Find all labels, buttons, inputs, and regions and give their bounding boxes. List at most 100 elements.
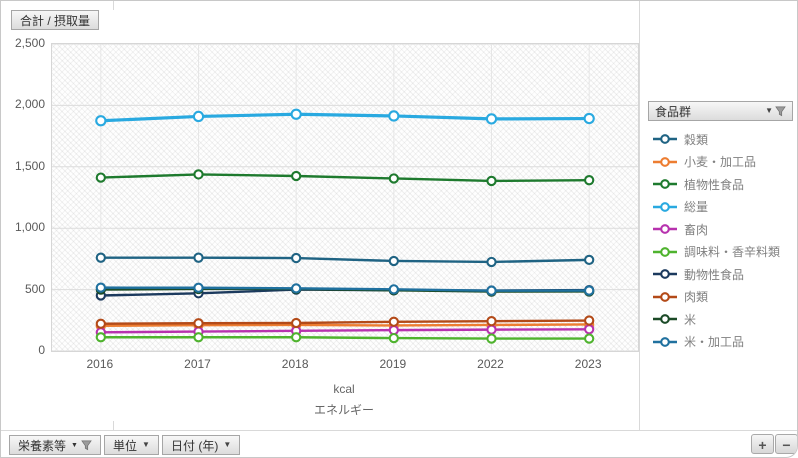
legend-field-label: 食品群: [655, 104, 692, 119]
y-axis-tick-label: 1,500: [14, 158, 45, 173]
chevron-down-icon: ▼: [142, 440, 150, 449]
data-point-marker: [584, 333, 595, 344]
axis-field-button[interactable]: 日付 (年) ▼: [162, 435, 241, 455]
legend-item-label: 総量: [684, 200, 709, 215]
legend-item-label: 米: [684, 312, 697, 327]
x-axis-tick-label: 2019: [379, 357, 407, 371]
data-point-marker: [388, 284, 399, 295]
legend-item-label: 米・加工品: [684, 335, 745, 350]
legend-item: 肉類: [652, 286, 780, 309]
series-line: [100, 319, 590, 325]
data-point-marker: [95, 282, 106, 293]
data-point-marker: [584, 175, 595, 186]
field-area-separator-bottom: [113, 421, 114, 430]
legend: 穀類小麦・加工品植物性食品総量畜肉調味料・香辛料類 動物性食品肉類米米・加工品: [652, 128, 780, 353]
legend-item: 植物性食品: [652, 173, 780, 196]
series-swatch-icon: [653, 336, 677, 347]
y-axis-tick-label: 2,000: [14, 97, 45, 112]
chevron-down-icon: ▼: [765, 106, 773, 115]
series-line: [100, 256, 590, 264]
data-point-marker: [583, 112, 595, 125]
legend-item: 動物性食品: [652, 263, 780, 286]
axis-field-label: 単位: [113, 438, 138, 453]
data-point-marker: [95, 332, 106, 343]
legend-item: 小麦・加工品: [652, 151, 780, 174]
legend-item: 米: [652, 308, 780, 331]
chart-legend-separator: [639, 1, 640, 430]
x-axis-tick-label: 2018: [281, 357, 309, 371]
series-swatch-icon: [653, 314, 677, 325]
legend-item-label: 穀類: [684, 132, 709, 147]
series-line: [100, 286, 590, 292]
x-axis-tick-label: 2023: [574, 357, 602, 371]
data-point-marker: [290, 108, 302, 120]
data-point-marker: [193, 332, 204, 343]
zoom-in-button[interactable]: +: [751, 434, 774, 454]
data-point-marker: [291, 332, 302, 343]
data-point-marker: [193, 318, 204, 329]
legend-item-label: 調味料・香辛料類: [684, 245, 781, 260]
data-point-marker: [486, 333, 497, 344]
value-field-label: 合計 / 摂取量: [20, 13, 91, 28]
data-point-marker: [388, 173, 399, 184]
y-axis-tick-label: 500: [24, 281, 45, 296]
legend-item-label: 動物性食品: [684, 267, 745, 282]
data-point-marker: [485, 113, 498, 125]
legend-item: 畜肉: [652, 218, 780, 241]
series-swatch-icon: [653, 246, 677, 257]
legend-item-label: 畜肉: [684, 222, 709, 237]
x-axis-tick-label: 2017: [184, 357, 211, 371]
y-axis-tick-label: 1,000: [14, 220, 45, 235]
series-line: [100, 328, 590, 334]
series-line: [100, 323, 590, 328]
series-line: [100, 112, 590, 123]
data-point-marker: [584, 285, 595, 296]
series-swatch-icon: [653, 201, 677, 212]
data-point-marker: [486, 256, 497, 268]
y-axis-tick-label: 2,500: [14, 36, 45, 50]
axis-field-label: 栄養素等: [18, 438, 67, 453]
series-swatch-icon: [653, 134, 677, 145]
x-axis-tick-label: 2016: [86, 357, 114, 371]
series-swatch-icon: [653, 269, 677, 280]
data-point-marker: [388, 255, 399, 267]
series-swatch-icon: [653, 291, 677, 302]
legend-field-button[interactable]: 食品群 ▼: [648, 101, 793, 121]
bottom-bar-separator: [1, 430, 797, 431]
axis-field-label: 日付 (年): [171, 438, 219, 453]
funnel-icon: [775, 106, 786, 116]
data-point-marker: [95, 115, 107, 127]
legend-item-label: 小麦・加工品: [684, 155, 757, 170]
data-point-marker: [584, 324, 595, 335]
series-swatch-icon: [653, 179, 677, 190]
legend-item: 穀類: [652, 128, 780, 151]
y-axis-tick-label: 0: [38, 343, 45, 357]
data-point-marker: [291, 170, 302, 182]
data-point-marker: [486, 316, 497, 327]
data-point-marker: [584, 254, 595, 266]
legend-item-label: 肉類: [684, 290, 709, 305]
series-line: [100, 173, 590, 183]
data-point-marker: [388, 316, 399, 327]
zoom-out-button[interactable]: −: [775, 434, 797, 454]
data-point-marker: [95, 318, 106, 329]
data-point-marker: [486, 175, 497, 187]
series-swatch-icon: [653, 156, 677, 167]
axis-field-button[interactable]: 単位 ▼: [104, 435, 159, 455]
plot-area: [51, 43, 639, 352]
x-axis-title: エネルギー: [313, 403, 374, 417]
data-point-marker: [486, 285, 497, 296]
chart-svg: [52, 44, 638, 351]
data-point-marker: [95, 252, 106, 263]
data-point-marker: [291, 317, 302, 329]
data-point-marker: [486, 324, 497, 335]
x-axis-tick-label: 2022: [477, 357, 504, 371]
value-field-button[interactable]: 合計 / 摂取量: [11, 10, 100, 30]
chevron-down-icon: ▼: [71, 442, 78, 449]
data-point-marker: [291, 252, 302, 264]
series-line: [100, 336, 590, 340]
field-area-separator-top: [113, 1, 114, 10]
data-point-marker: [95, 172, 106, 183]
axis-field-button[interactable]: 栄養素等 ▼: [9, 435, 101, 455]
